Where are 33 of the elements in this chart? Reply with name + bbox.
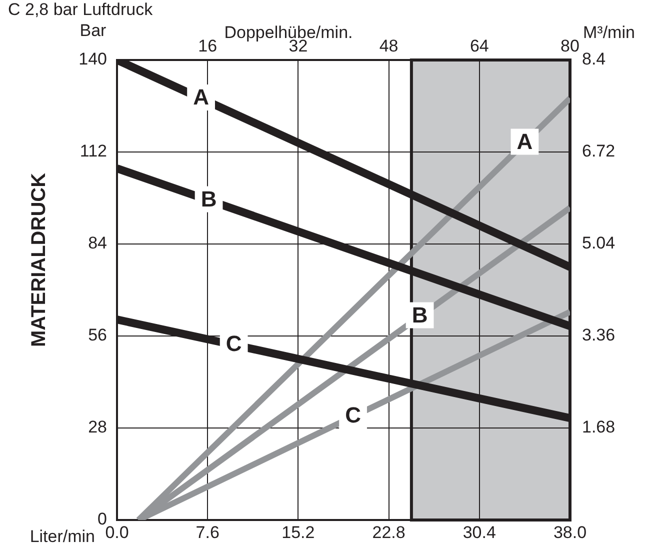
y2-tick-label: 1.68 [582, 418, 616, 437]
series-label: A [193, 84, 210, 110]
series-label: C [345, 402, 362, 428]
series-label: A [516, 128, 533, 154]
y2-tick-label: 3.36 [582, 326, 616, 345]
y-tick-label: 0 [98, 510, 107, 529]
chart-title: C 2,8 bar Luftdruck [8, 0, 154, 19]
x2-tick-label: 80 [560, 36, 580, 56]
x2-tick-label: 48 [379, 36, 398, 56]
series-label: C [226, 330, 242, 356]
y2-tick-label: 5.04 [582, 234, 616, 253]
y2-tick-label: 8.4 [582, 50, 606, 69]
x-tick-label: 7.6 [196, 522, 220, 542]
x-tick-label: 30.4 [462, 522, 496, 542]
series-label: B [412, 302, 428, 328]
y2-tick-label: 6.72 [582, 142, 616, 161]
x2-tick-label: 16 [198, 36, 218, 56]
x2-tick-label: 64 [470, 36, 489, 56]
x-tick-label: 0.0 [105, 522, 129, 542]
y-tick-label: 140 [78, 50, 107, 69]
x2-axis-title: Doppelhübe/min. [224, 23, 353, 42]
text: Bar [80, 21, 107, 40]
y-tick-label: 112 [80, 142, 107, 161]
y-axis-title: MATERIALDRUCK [28, 172, 50, 348]
y-tick-label: 28 [88, 418, 107, 437]
y2-axis-title: M³/min [583, 23, 635, 42]
y-tick-label: 56 [88, 326, 107, 345]
series-label: B [200, 186, 217, 212]
x-tick-label: 15.2 [282, 522, 315, 542]
y-tick-label: 84 [88, 234, 107, 253]
x-tick-label: 22.8 [372, 522, 406, 542]
x-axis-title: Liter/min [30, 527, 95, 545]
x-tick-label: 38.0 [553, 522, 587, 542]
